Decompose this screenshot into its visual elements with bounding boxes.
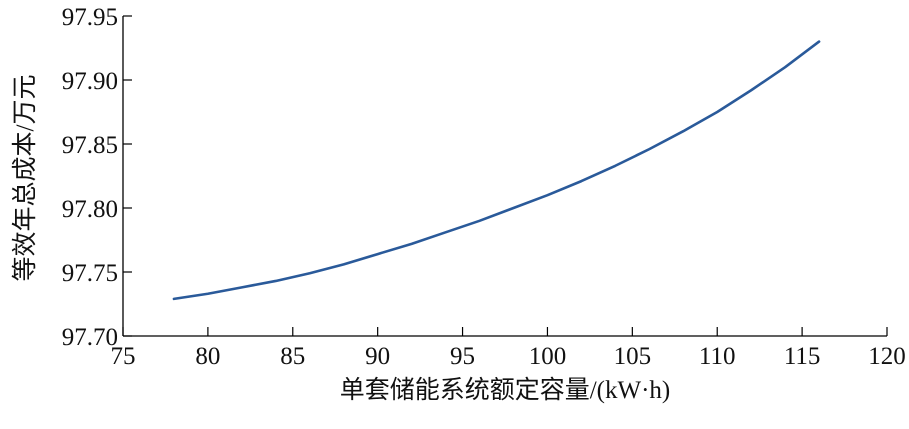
x-tick-label: 85 — [280, 343, 305, 370]
y-axis-ticks: 97.70 97.75 97.80 97.85 97.90 97.95 — [62, 4, 132, 351]
x-tick-label: 75 — [111, 343, 136, 370]
y-axis-label: 等效年总成本/万元 — [11, 75, 39, 282]
x-tick-label: 80 — [195, 343, 220, 370]
x-tick-label: 120 — [868, 343, 906, 370]
y-tick-label: 97.75 — [62, 260, 118, 287]
x-axis-label: 单套储能系统额定容量/(kW·h) — [340, 376, 671, 404]
x-tick-label: 90 — [365, 343, 390, 370]
y-tick-label: 97.85 — [62, 132, 118, 159]
chart-axes — [122, 16, 887, 337]
y-tick-label: 97.95 — [62, 4, 118, 31]
y-tick-label: 97.70 — [62, 324, 118, 351]
y-tick-label: 97.90 — [62, 68, 118, 95]
y-tick-label: 97.80 — [62, 196, 118, 223]
x-tick-label: 100 — [529, 343, 567, 370]
x-tick-label: 110 — [699, 343, 736, 370]
x-tick-label: 95 — [450, 343, 475, 370]
x-axis-ticks: 75 80 85 90 95 100 105 110 115 120 — [111, 327, 906, 370]
x-tick-label: 115 — [784, 343, 821, 370]
series-line-0 — [172, 40, 821, 301]
x-tick-label: 105 — [614, 343, 652, 370]
series-group — [172, 40, 821, 301]
